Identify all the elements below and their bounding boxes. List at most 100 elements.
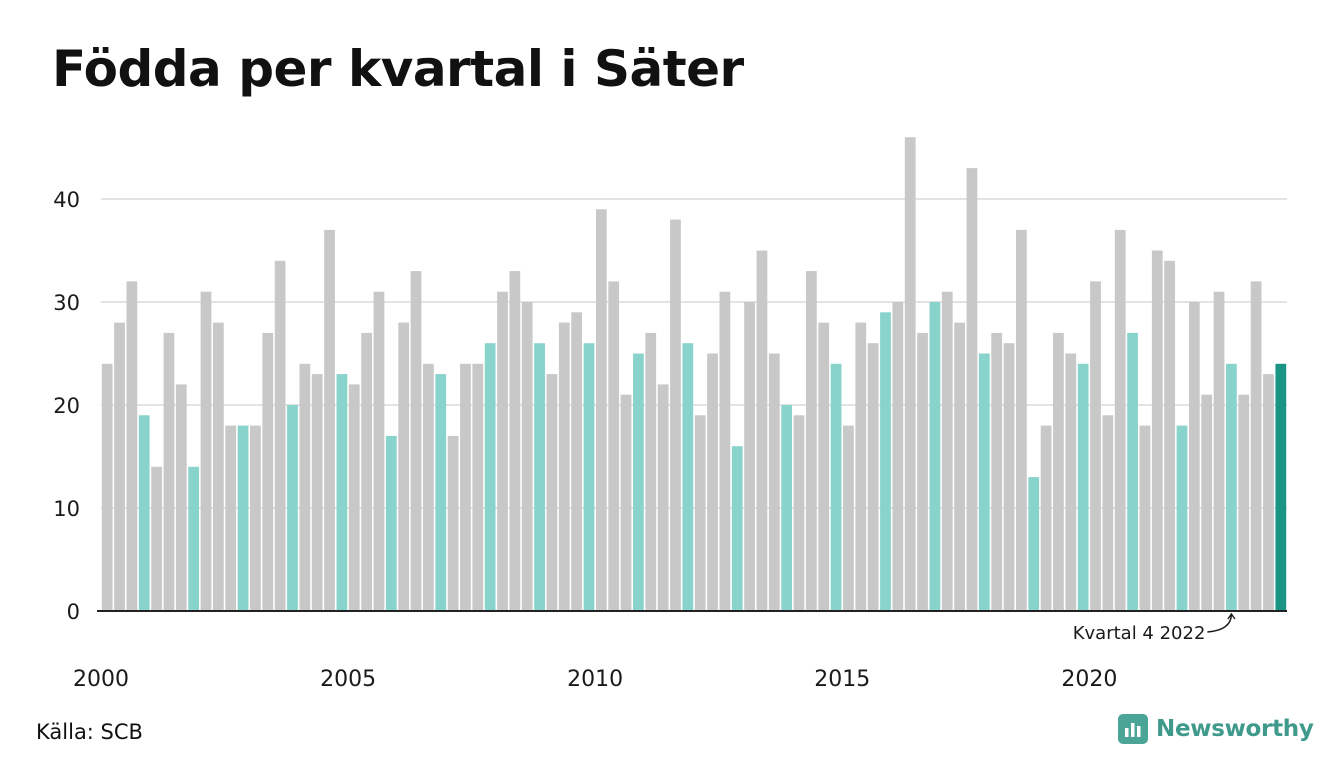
x-tick-label: 2015	[814, 667, 870, 692]
bar	[410, 271, 422, 611]
bar	[1139, 425, 1151, 611]
bar	[534, 343, 545, 611]
bars	[101, 137, 1287, 612]
bar	[447, 435, 459, 611]
bar	[867, 343, 879, 611]
bar	[175, 384, 187, 611]
bar	[719, 291, 731, 611]
y-tick-label: 20	[53, 394, 80, 418]
bar	[1114, 229, 1126, 611]
bar	[978, 353, 990, 611]
bar	[744, 302, 755, 611]
bar	[126, 281, 138, 611]
bar	[917, 332, 928, 611]
bar	[398, 322, 410, 611]
bar	[1065, 353, 1077, 611]
y-tick-label: 10	[53, 497, 80, 521]
chart-title: Födda per kvartal i Säter	[52, 40, 744, 98]
x-tick-label: 2000	[73, 667, 129, 692]
bar	[348, 384, 360, 611]
bar	[768, 353, 780, 611]
bar	[385, 435, 397, 611]
bar	[682, 343, 694, 611]
x-tick-label: 2005	[320, 667, 376, 692]
bar	[731, 446, 743, 611]
bar	[1016, 229, 1027, 611]
bar	[633, 353, 644, 611]
bar	[472, 363, 484, 611]
bar	[299, 363, 311, 611]
bar	[1250, 281, 1262, 611]
bar	[435, 374, 447, 611]
bar	[1102, 415, 1114, 611]
bar	[1201, 394, 1213, 611]
bar	[274, 260, 286, 611]
bar	[670, 219, 681, 611]
gridlines	[101, 198, 1287, 509]
bar	[707, 353, 718, 611]
bar	[373, 291, 385, 611]
bar	[657, 384, 669, 611]
bar	[805, 271, 817, 611]
bar	[151, 466, 162, 611]
bar	[1090, 281, 1101, 611]
bar	[756, 250, 768, 611]
bar	[1263, 374, 1274, 611]
bar	[904, 137, 916, 611]
bar	[460, 363, 471, 611]
bar	[521, 302, 533, 611]
bar	[200, 291, 212, 611]
bar	[1040, 425, 1052, 611]
bar	[423, 363, 434, 611]
bar	[546, 374, 558, 611]
bar	[287, 405, 298, 611]
bar	[484, 343, 496, 611]
bar	[324, 229, 335, 611]
bar	[188, 466, 200, 611]
bar	[509, 271, 521, 611]
bar	[1188, 302, 1200, 611]
bar	[954, 322, 965, 611]
bar	[892, 302, 904, 611]
bar	[163, 332, 175, 611]
bar	[1053, 332, 1064, 611]
bar	[311, 374, 323, 611]
bar	[237, 425, 249, 611]
annotation-label: Kvartal 4 2022	[1073, 623, 1206, 644]
bar	[1238, 394, 1250, 611]
bar	[497, 291, 508, 611]
bar	[1077, 363, 1089, 611]
bar	[781, 405, 793, 611]
bar	[793, 415, 805, 611]
bar	[1003, 343, 1015, 611]
bar	[645, 332, 657, 611]
bar	[818, 322, 830, 611]
bar	[138, 415, 150, 611]
bar	[558, 322, 570, 611]
bar	[250, 425, 261, 611]
source-note: Källa: SCB	[36, 720, 143, 744]
x-tick-label: 2010	[567, 667, 623, 692]
bar	[855, 322, 867, 611]
bar	[966, 168, 978, 611]
bar	[336, 374, 348, 611]
bar	[1028, 477, 1040, 611]
annotation: Kvartal 4 2022	[1073, 612, 1236, 644]
y-tick-label: 0	[67, 600, 80, 624]
bar	[620, 394, 632, 611]
bar	[101, 363, 113, 611]
bar	[225, 425, 237, 611]
y-axis-labels: 0 10 20 30 40	[53, 188, 80, 624]
bar	[571, 312, 583, 611]
bar	[1164, 260, 1176, 611]
bar	[595, 209, 607, 612]
bar	[880, 312, 891, 611]
bar	[843, 425, 854, 611]
y-tick-label: 30	[53, 291, 80, 315]
brand-logo: Newsworthy	[1118, 714, 1314, 744]
bar	[1275, 363, 1287, 611]
bar	[830, 363, 842, 611]
x-tick-label: 2020	[1061, 667, 1117, 692]
bar	[991, 332, 1003, 611]
